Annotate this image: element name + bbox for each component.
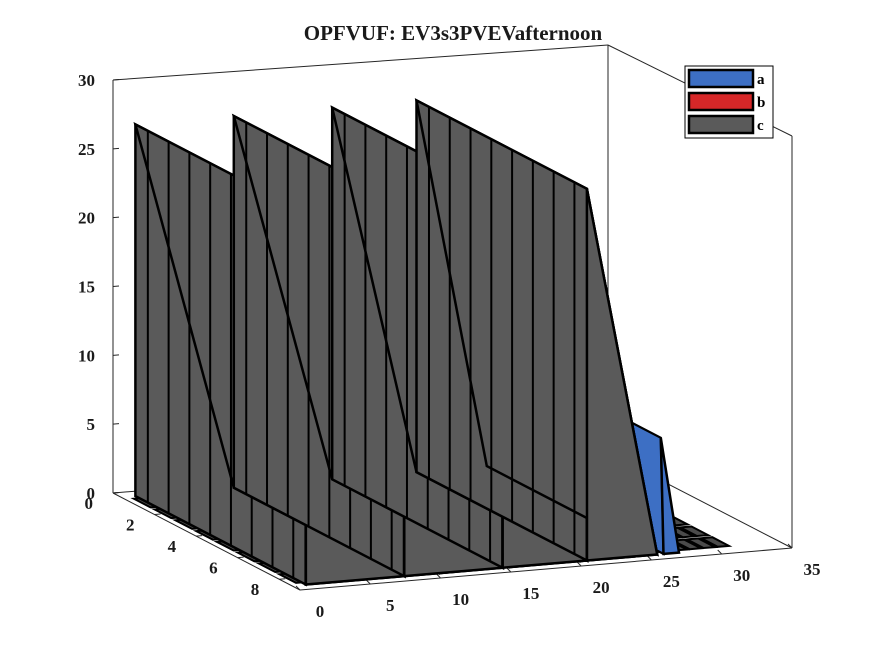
- y-tick-mark: [113, 493, 119, 494]
- y-tick-label: 8: [251, 580, 260, 599]
- x-tick-mark: [718, 550, 722, 554]
- x-tick-label: 0: [316, 602, 325, 621]
- legend-label-a: a: [757, 72, 765, 88]
- z-tick-mark: [113, 286, 119, 287]
- z-tick-mark: [113, 217, 119, 218]
- y-tick-label: 4: [168, 537, 177, 556]
- x-tick-label: 15: [522, 584, 539, 603]
- x-tick-mark: [437, 574, 441, 578]
- x-tick-mark: [577, 562, 581, 566]
- bar-a-peak: [661, 438, 679, 554]
- z-tick-mark: [113, 80, 119, 81]
- x-tick-label: 10: [452, 590, 469, 609]
- legend-entry-c: c: [689, 116, 764, 134]
- x-tick-label: 25: [663, 572, 680, 591]
- z-tick-label: 15: [78, 278, 95, 297]
- chart-title: OPFVUF: EV3s3PVEVafternoon: [304, 21, 603, 45]
- y-tick-mark: [155, 514, 161, 515]
- legend-label-b: b: [757, 95, 765, 111]
- x-tick-label: 5: [386, 596, 395, 615]
- z-tick-mark: [113, 148, 119, 149]
- x-tick-mark: [507, 568, 511, 572]
- z-tick-label: 10: [78, 346, 95, 365]
- legend-entry-b: b: [689, 93, 765, 111]
- legend-swatch-a: [689, 70, 753, 87]
- legend-swatch-c: [689, 116, 753, 133]
- z-tick-label: 20: [78, 209, 95, 228]
- y-tick-mark: [279, 579, 285, 580]
- legend-swatch-b: [689, 93, 753, 110]
- z-tick-label: 25: [78, 140, 95, 159]
- x-tick-mark: [366, 580, 370, 584]
- bar-c-face: [587, 189, 657, 561]
- legend-label-c: c: [757, 118, 764, 134]
- y-tick-label: 2: [126, 516, 135, 535]
- z-tick-mark: [113, 424, 119, 425]
- x-tick-label: 30: [733, 566, 750, 585]
- legend-entry-a: a: [689, 70, 765, 88]
- y-tick-mark: [238, 557, 244, 558]
- x-tick-label: 35: [804, 560, 821, 579]
- z-tick-mark: [113, 355, 119, 356]
- y-tick-label: 0: [85, 494, 94, 513]
- y-tick-mark: [196, 536, 202, 537]
- z-tick-label: 30: [78, 71, 95, 90]
- z-tick-label: 5: [87, 415, 96, 434]
- x-tick-label: 20: [593, 578, 610, 597]
- bars-group: [135, 100, 679, 584]
- legend: a b c: [685, 66, 773, 138]
- x-tick-mark: [647, 556, 651, 560]
- y-tick-label: 6: [209, 559, 218, 578]
- top-back-edge: [113, 45, 608, 80]
